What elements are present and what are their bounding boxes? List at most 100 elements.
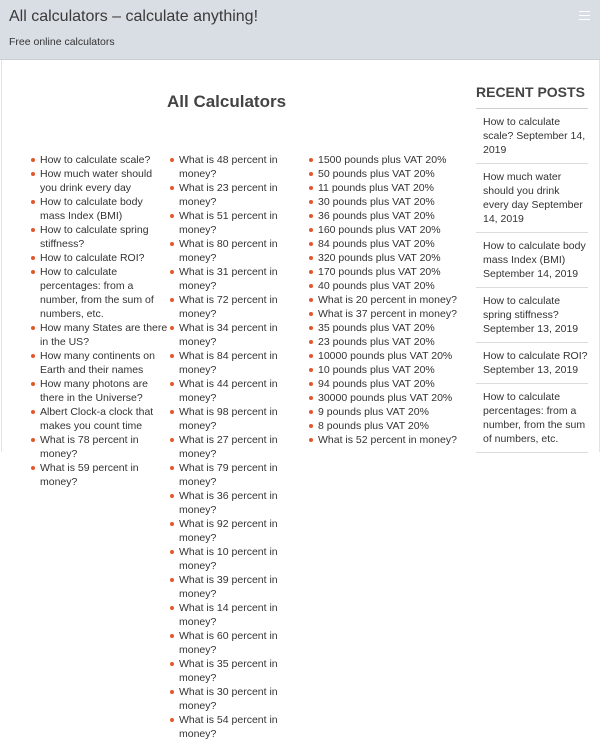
calculator-list-item: 8 pounds plus VAT 20%	[309, 419, 459, 433]
calculator-list-item-link[interactable]: How to calculate scale?	[40, 154, 151, 166]
calculator-list-column-1: How to calculate scale? How much water sh…	[31, 153, 169, 489]
calculator-list-item: 10 pounds plus VAT 20%	[309, 363, 459, 377]
calculator-list-item: Albert Clock-a clock that makes you coun…	[31, 405, 169, 433]
site-description: Free online calculators	[9, 36, 115, 48]
calculator-list-item-link[interactable]: Albert Clock-a clock that makes you coun…	[40, 406, 154, 432]
calculator-list-item: What is 84 percent in money?	[170, 349, 310, 377]
recent-posts-list: How to calculate scale? September 14, 20…	[476, 109, 588, 453]
calculator-list-item-link[interactable]: How to calculate ROI?	[40, 252, 145, 264]
calculator-list-item: What is 52 percent in money?	[309, 433, 459, 447]
calculator-list-item-link[interactable]: How much water should you drink every da…	[40, 168, 153, 194]
recent-post-item-link[interactable]: How to calculate ROI? September 13, 2019	[483, 350, 588, 376]
calculator-list-item: How to calculate body mass Index (BMI)	[31, 195, 169, 223]
calculator-list-item-link[interactable]: What is 48 percent in money?	[179, 154, 278, 180]
calculator-list-item-link[interactable]: What is 59 percent in money?	[40, 462, 139, 488]
calculator-list-item-link[interactable]: 320 pounds plus VAT 20%	[318, 252, 441, 264]
calculator-list-item-link[interactable]: How many continents on Earth and their n…	[40, 350, 155, 376]
calculator-list-item-link[interactable]: 30 pounds plus VAT 20%	[318, 196, 435, 208]
calculator-list-item-link[interactable]: 40 pounds plus VAT 20%	[318, 280, 435, 292]
calculator-list-item-link[interactable]: 23 pounds plus VAT 20%	[318, 336, 435, 348]
calculator-list-item-link[interactable]: 35 pounds plus VAT 20%	[318, 322, 435, 334]
calculator-list-item-link[interactable]: 10 pounds plus VAT 20%	[318, 364, 435, 376]
calculator-list-item-link[interactable]: What is 30 percent in money?	[179, 686, 278, 712]
calculator-list-item-link[interactable]: How to calculate body mass Index (BMI)	[40, 196, 143, 222]
calculator-list-column-3: 1500 pounds plus VAT 20% 50 pounds plus V…	[309, 153, 459, 447]
calculator-list-item: 320 pounds plus VAT 20%	[309, 251, 459, 265]
calculator-list-item-link[interactable]: What is 14 percent in money?	[179, 602, 278, 628]
calculator-list-item-link[interactable]: What is 79 percent in money?	[179, 462, 278, 488]
calculator-list-item-link[interactable]: 1500 pounds plus VAT 20%	[318, 154, 447, 166]
calculator-list-item-link[interactable]: How to calculate spring stiffness?	[40, 224, 149, 250]
calculator-list-item: How many States are there in the US?	[31, 321, 169, 349]
recent-post-item-link[interactable]: How to calculate scale? September 14, 20…	[483, 116, 586, 156]
calculator-list-item: What is 37 percent in money?	[309, 307, 459, 321]
recent-post-item: How to calculate percentages: from a num…	[476, 384, 588, 453]
calculator-list-item: 9 pounds plus VAT 20%	[309, 405, 459, 419]
calculator-list-item-link[interactable]: What is 51 percent in money?	[179, 210, 278, 236]
recent-post-item-link[interactable]: How to calculate body mass Index (BMI) S…	[483, 240, 586, 280]
calculator-list-item-link[interactable]: What is 35 percent in money?	[179, 658, 278, 684]
calculator-list-item-link[interactable]: What is 80 percent in money?	[179, 238, 278, 264]
calculator-list-item-link[interactable]: What is 54 percent in money?	[179, 714, 278, 740]
site-header: All calculators – calculate anything! Fr…	[0, 0, 600, 60]
calculator-list-item-link[interactable]: How many photons are there in the Univer…	[40, 378, 148, 404]
recent-post-item: How to calculate spring stiffness? Septe…	[476, 288, 588, 343]
calculator-list-item-link[interactable]: 8 pounds plus VAT 20%	[318, 420, 429, 432]
calculator-list-item-link[interactable]: How to calculate percentages: from a num…	[40, 266, 154, 320]
calculator-list-item-link[interactable]: What is 98 percent in money?	[179, 406, 278, 432]
hamburger-menu-icon[interactable]	[579, 11, 590, 20]
calculator-list-item: What is 10 percent in money?	[170, 545, 310, 573]
site-title[interactable]: All calculators – calculate anything!	[9, 8, 259, 25]
calculator-list-item-link[interactable]: What is 78 percent in money?	[40, 434, 139, 460]
recent-post-item-link[interactable]: How to calculate percentages: from a num…	[483, 391, 586, 445]
calculator-list-item-link[interactable]: What is 10 percent in money?	[179, 546, 278, 572]
calculator-list-item-link[interactable]: 170 pounds plus VAT 20%	[318, 266, 441, 278]
calculator-list-item: 23 pounds plus VAT 20%	[309, 335, 459, 349]
calculator-list-item: What is 98 percent in money?	[170, 405, 310, 433]
calculator-list-item: What is 51 percent in money?	[170, 209, 310, 237]
calculator-list-item: How to calculate scale?	[31, 153, 169, 167]
calculator-list-item: 170 pounds plus VAT 20%	[309, 265, 459, 279]
calculator-list-item: What is 20 percent in money?	[309, 293, 459, 307]
calculator-list-item: How many continents on Earth and their n…	[31, 349, 169, 377]
calculator-list-item: What is 14 percent in money?	[170, 601, 310, 629]
calculator-list-item: What is 92 percent in money?	[170, 517, 310, 545]
recent-post-item: How to calculate scale? September 14, 20…	[476, 109, 588, 164]
calculator-list-item-link[interactable]: What is 27 percent in money?	[179, 434, 278, 460]
calculator-list-item-link[interactable]: 50 pounds plus VAT 20%	[318, 168, 435, 180]
calculator-list-item: 160 pounds plus VAT 20%	[309, 223, 459, 237]
calculator-list-item-link[interactable]: What is 52 percent in money?	[318, 434, 457, 446]
calculator-list-item-link[interactable]: What is 84 percent in money?	[179, 350, 278, 376]
calculator-list-item-link[interactable]: What is 44 percent in money?	[179, 378, 278, 404]
calculator-list-item-link[interactable]: 94 pounds plus VAT 20%	[318, 378, 435, 390]
recent-post-item-link[interactable]: How to calculate spring stiffness? Septe…	[483, 295, 579, 335]
calculator-list-item-link[interactable]: What is 20 percent in money?	[318, 294, 457, 306]
calculator-list-item-link[interactable]: What is 92 percent in money?	[179, 518, 278, 544]
calculator-list-item: How much water should you drink every da…	[31, 167, 169, 195]
calculator-list-item-link[interactable]: What is 36 percent in money?	[179, 490, 278, 516]
calculator-list-item-link[interactable]: 11 pounds plus VAT 20%	[318, 182, 434, 194]
calculator-list-item-link[interactable]: What is 60 percent in money?	[179, 630, 278, 656]
calculator-list-item: How to calculate spring stiffness?	[31, 223, 169, 251]
recent-post-item: How to calculate body mass Index (BMI) S…	[476, 233, 588, 288]
calculator-list-item: 30 pounds plus VAT 20%	[309, 195, 459, 209]
calculator-list-item-link[interactable]: 30000 pounds plus VAT 20%	[318, 392, 453, 404]
calculator-list-item-link[interactable]: What is 72 percent in money?	[179, 294, 278, 320]
calculator-list-item-link[interactable]: 10000 pounds plus VAT 20%	[318, 350, 453, 362]
calculator-list-item: What is 60 percent in money?	[170, 629, 310, 657]
calculator-list-item: 10000 pounds plus VAT 20%	[309, 349, 459, 363]
recent-post-item-link[interactable]: How much water should you drink every da…	[483, 171, 583, 225]
calculator-list-item-link[interactable]: What is 37 percent in money?	[318, 308, 457, 320]
calculator-list-item-link[interactable]: What is 39 percent in money?	[179, 574, 278, 600]
calculator-list-item-link[interactable]: How many States are there in the US?	[40, 322, 168, 348]
calculator-list-item-link[interactable]: What is 23 percent in money?	[179, 182, 278, 208]
calculator-list-item-link[interactable]: 9 pounds plus VAT 20%	[318, 406, 429, 418]
calculator-list-item: What is 23 percent in money?	[170, 181, 310, 209]
calculator-list-item-link[interactable]: What is 31 percent in money?	[179, 266, 278, 292]
calculator-list-item-link[interactable]: What is 34 percent in money?	[179, 322, 278, 348]
calculator-list-column-2: What is 48 percent in money? What is 23 p…	[170, 153, 310, 741]
calculator-list-item: What is 80 percent in money?	[170, 237, 310, 265]
calculator-list-item-link[interactable]: 160 pounds plus VAT 20%	[318, 224, 441, 236]
calculator-list-item-link[interactable]: 36 pounds plus VAT 20%	[318, 210, 435, 222]
calculator-list-item-link[interactable]: 84 pounds plus VAT 20%	[318, 238, 435, 250]
